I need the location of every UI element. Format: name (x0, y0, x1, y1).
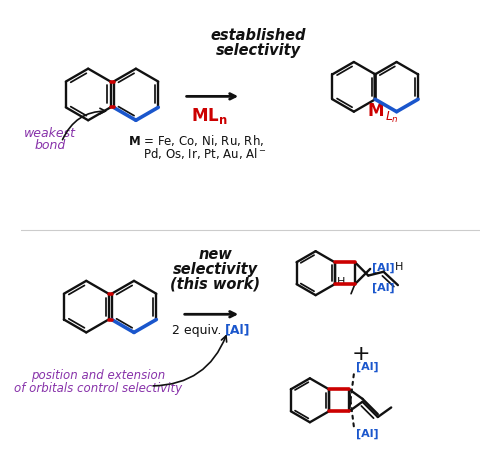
Text: bond: bond (34, 139, 66, 153)
Text: position and extension: position and extension (31, 369, 165, 382)
Text: weakest: weakest (24, 127, 76, 140)
Text: [Al]: [Al] (356, 429, 378, 439)
Text: M: M (368, 102, 384, 120)
Text: [Al]: [Al] (372, 283, 395, 293)
Text: selectivity: selectivity (173, 262, 258, 277)
Text: [Al]: [Al] (356, 361, 378, 372)
Text: (this work): (this work) (170, 276, 260, 291)
Text: H: H (395, 262, 403, 272)
Text: established: established (211, 28, 306, 43)
Text: 2 equiv.: 2 equiv. (172, 324, 226, 337)
Text: $\mathbf{M}$ = Fe, Co, Ni, Ru, Rh,: $\mathbf{M}$ = Fe, Co, Ni, Ru, Rh, (128, 133, 264, 148)
Text: of orbitals control selectivity: of orbitals control selectivity (13, 382, 182, 395)
Text: [Al]: [Al] (372, 263, 395, 273)
Text: +: + (351, 344, 370, 365)
Text: Pd, Os, Ir, Pt, Au, Al$^-$: Pd, Os, Ir, Pt, Au, Al$^-$ (143, 146, 266, 161)
Text: selectivity: selectivity (216, 43, 301, 58)
Text: H: H (337, 278, 346, 287)
Text: new: new (198, 248, 232, 263)
Text: $L_n$: $L_n$ (385, 110, 399, 124)
Text: $\mathbf{ML_n}$: $\mathbf{ML_n}$ (191, 106, 228, 126)
Text: [Al]: [Al] (225, 324, 251, 337)
